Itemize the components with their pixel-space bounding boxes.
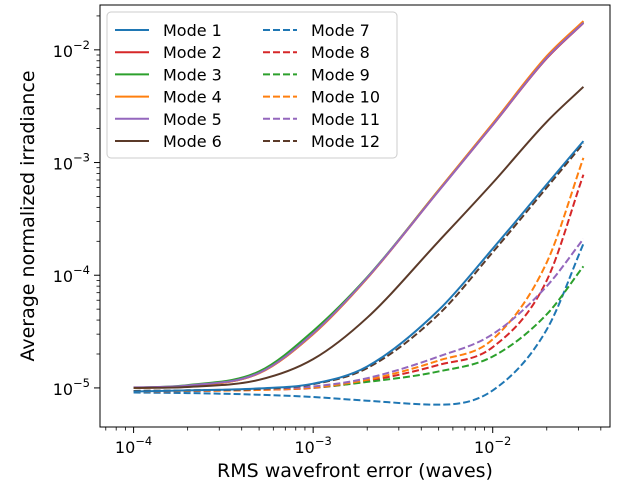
legend-label: Mode 7: [311, 21, 370, 40]
y-axis: 10−5 10−4 10−3 10−2: [53, 15, 100, 399]
y-tick-label: 10−5: [53, 376, 90, 399]
legend-label: Mode 2: [163, 43, 222, 62]
series-line-mode-7: [133, 243, 585, 406]
legend-label: Mode 4: [163, 88, 222, 107]
series-layer: [133, 20, 585, 406]
legend-label: Mode 8: [311, 43, 370, 62]
series-line-mode-5: [133, 22, 585, 389]
series-line-mode-6: [133, 86, 585, 389]
x-axis-label: RMS wavefront error (waves): [217, 460, 493, 482]
x-axis: 10−4 10−3 10−2: [105, 427, 602, 457]
legend-label: Mode 5: [163, 110, 222, 129]
legend-label: Mode 9: [311, 65, 370, 84]
legend-frame: [106, 11, 398, 159]
y-tick-label: 10−4: [53, 263, 90, 286]
legend: Mode 1 Mode 2 Mode 3 Mode 4 Mode 5 Mode 6 Mode…: [106, 11, 398, 159]
legend-label: Mode 12: [311, 132, 380, 151]
legend-label: Mode 1: [163, 21, 222, 40]
legend-label: Mode 6: [163, 132, 222, 151]
legend-label: Mode 10: [311, 88, 380, 107]
series-line-mode-1: [133, 140, 585, 393]
y-tick-label: 10−3: [53, 151, 90, 174]
legend-label: Mode 11: [311, 110, 380, 129]
y-tick-label: 10−2: [53, 38, 90, 61]
legend-label: Mode 3: [163, 65, 222, 84]
x-tick-label: 10−2: [474, 434, 511, 457]
y-axis-label: Average normalized irradiance: [17, 70, 39, 361]
x-tick-label: 10−3: [294, 434, 331, 457]
x-tick-label: 10−4: [115, 434, 152, 457]
